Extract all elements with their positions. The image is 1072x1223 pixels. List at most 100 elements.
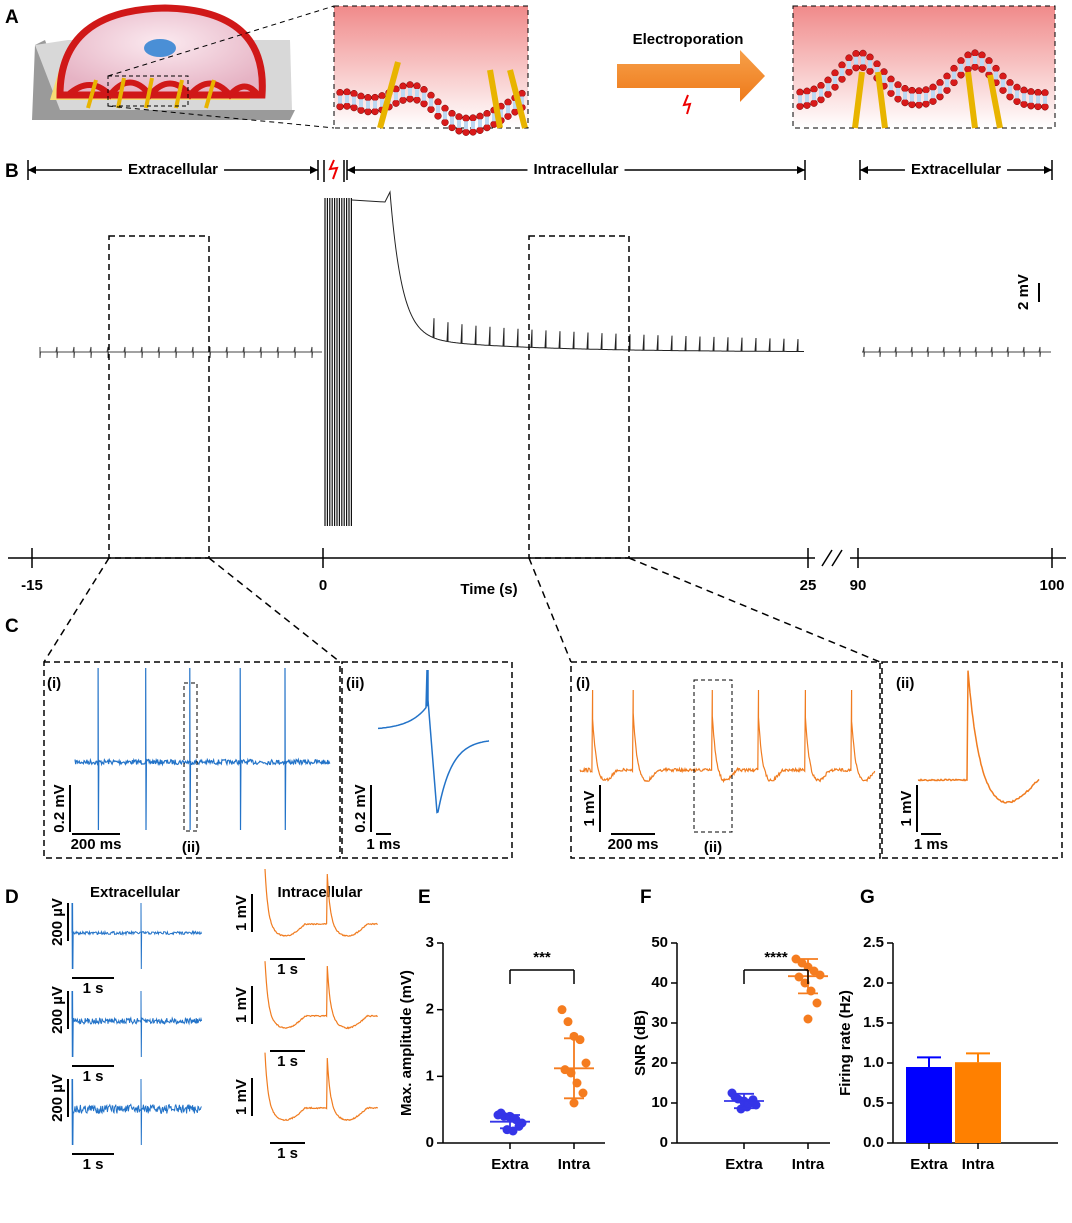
lipid-tail — [513, 100, 517, 109]
lipid — [992, 64, 1000, 73]
lipid — [343, 102, 351, 110]
lipid-tail — [952, 71, 956, 80]
trace — [39, 346, 322, 359]
lipid — [901, 84, 909, 93]
lipid — [852, 64, 860, 72]
scale-label: 0.2 mV — [51, 784, 68, 832]
lipid — [824, 90, 832, 98]
lipid — [406, 95, 414, 103]
panel-label: E — [418, 887, 431, 908]
lipid-tail — [819, 88, 823, 97]
lipid — [399, 96, 407, 104]
x-tick-label: 100 — [1039, 577, 1064, 594]
line — [987, 74, 1003, 129]
line — [487, 69, 503, 129]
lipid-tail — [840, 68, 844, 77]
lipid-tail — [1008, 85, 1012, 94]
d-header: Extracellular — [90, 884, 180, 901]
line — [528, 557, 572, 663]
lipid-tail — [875, 66, 879, 75]
scale-label: 1 mV — [581, 791, 598, 827]
lipid-tail — [499, 109, 503, 118]
spark — [328, 159, 339, 180]
lipid — [999, 72, 1007, 80]
lipid — [504, 112, 512, 120]
lipid — [957, 57, 965, 65]
lipid — [469, 128, 477, 136]
lipid — [476, 126, 484, 134]
lipid — [350, 89, 358, 98]
lipid — [971, 63, 979, 71]
lipid — [371, 93, 379, 102]
lipid — [420, 86, 428, 94]
arrowhead — [347, 166, 355, 174]
lipid — [1027, 102, 1035, 110]
lipid-tail — [931, 90, 935, 99]
scale-label: 1 s — [83, 1156, 104, 1173]
lipid — [462, 128, 470, 136]
lipid — [1006, 79, 1014, 87]
lipid — [838, 75, 846, 83]
lipid — [824, 76, 832, 84]
scale-label: 1 mV — [233, 987, 250, 1023]
line — [821, 549, 833, 567]
lipid-tail — [1043, 95, 1047, 104]
lipid — [803, 87, 811, 95]
schematic-a — [32, 4, 1056, 129]
phase-label: Intracellular — [533, 161, 618, 178]
line — [208, 557, 341, 663]
lipid — [901, 98, 909, 107]
scale-label: 0.2 mV — [352, 784, 369, 832]
lipid — [1034, 102, 1042, 111]
y-tick-label: 0.0 — [863, 1134, 884, 1151]
lipid — [1041, 103, 1049, 111]
y-tick-label: 0 — [660, 1134, 668, 1151]
lipid — [1013, 83, 1021, 92]
inset-box — [570, 661, 881, 859]
lipid-tail — [345, 95, 349, 104]
scale-label: 1 s — [277, 961, 298, 978]
lipid — [950, 78, 958, 87]
inset-ref: (ii) — [182, 839, 200, 856]
scale-label: 1 s — [277, 1145, 298, 1162]
lipid-tail — [882, 74, 886, 83]
lipid-tail — [415, 88, 419, 97]
lipid — [392, 99, 400, 107]
trace — [378, 669, 490, 814]
x-tick-label: Intra — [792, 1156, 825, 1173]
line — [43, 557, 110, 663]
lipid-tail — [959, 63, 963, 72]
d-header: Intracellular — [277, 884, 362, 901]
lipid — [950, 64, 958, 73]
lipid — [420, 100, 428, 108]
scale-label: 1 ms — [366, 836, 400, 853]
line — [965, 71, 978, 129]
y-tick-label: 2.5 — [863, 934, 884, 951]
lipid-tail — [394, 92, 398, 101]
lipid — [427, 91, 435, 100]
inset-ref: (ii) — [704, 839, 722, 856]
lipid-tail — [966, 58, 970, 67]
arrowhead — [310, 166, 318, 174]
lipid — [796, 102, 804, 110]
scale-label: 200 µV — [49, 1074, 66, 1122]
scale-label: 1 mV — [233, 1079, 250, 1115]
lipid — [462, 114, 470, 122]
data-point — [563, 1017, 573, 1027]
lipid — [915, 101, 923, 109]
lipid — [873, 60, 881, 68]
lipid-tail — [945, 79, 949, 88]
line — [628, 557, 881, 663]
scale-label: 200 ms — [71, 836, 122, 853]
scale-label: 1 mV — [898, 791, 915, 827]
inset-tag: (ii) — [346, 675, 364, 692]
scale-label: 2 mV — [1015, 274, 1032, 310]
lipid-tail — [1001, 79, 1005, 88]
lipid — [434, 98, 442, 106]
lipid — [831, 83, 839, 91]
lipid — [1020, 100, 1028, 108]
x-tick-label: Intra — [558, 1156, 591, 1173]
lipid — [922, 100, 930, 108]
scale-label: 200 ms — [608, 836, 659, 853]
lipid — [817, 81, 825, 90]
